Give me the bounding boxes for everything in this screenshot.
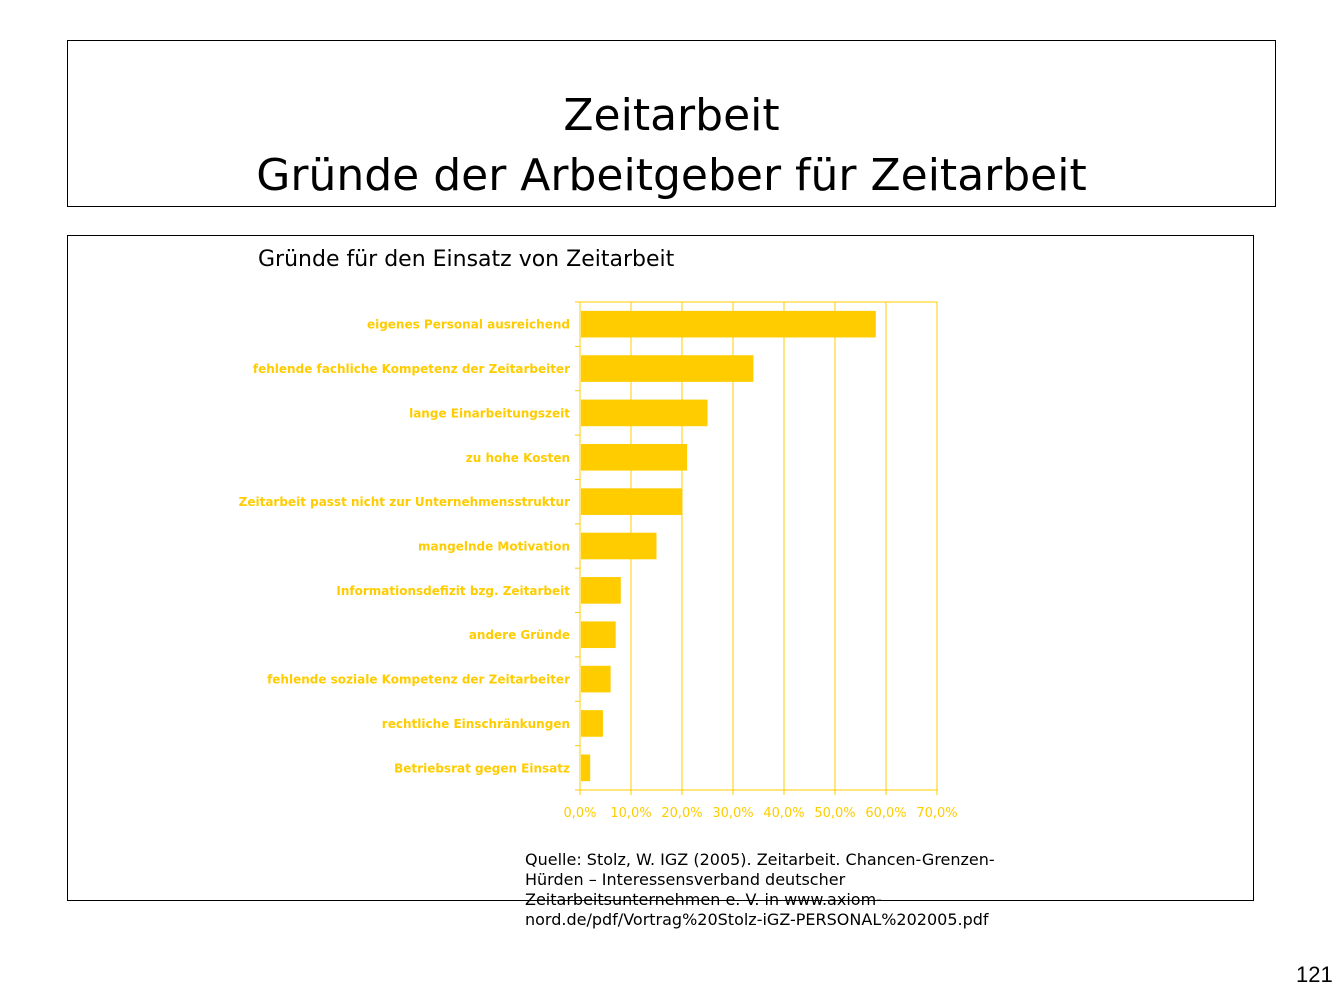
x-tick-label: 10,0% [610,806,651,821]
slide-title-line1: Zeitarbeit [563,90,780,141]
x-tick-label: 50,0% [814,806,855,821]
title-box: Zeitarbeit Gründe der Arbeitgeber für Ze… [67,40,1276,207]
x-tick-label: 70,0% [916,806,957,821]
x-tick-label: 40,0% [763,806,804,821]
category-label: Informationsdefizit bzg. Zeitarbeit [336,584,570,598]
category-label: fehlende soziale Kompetenz der Zeitarbei… [267,673,570,687]
slide-title-line2: Gründe der Arbeitgeber für Zeitarbeit [256,150,1087,201]
x-tick-label: 30,0% [712,806,753,821]
bar [581,399,708,427]
x-tick-label: 0,0% [563,806,596,821]
bar [581,355,754,382]
page-number: 121 [1296,962,1333,987]
category-label: fehlende fachliche Kompetenz der Zeitarb… [253,362,570,376]
bar [581,577,621,604]
x-tick-label: 20,0% [661,806,702,821]
x-tick-label: 60,0% [865,806,906,821]
bar [581,310,876,338]
content-box [67,235,1254,901]
bar [581,710,603,737]
bar [581,665,611,693]
category-label: lange Einarbeitungszeit [409,406,570,420]
category-label: mangelnde Motivation [418,540,570,554]
category-label: andere Gründe [469,628,570,642]
category-label: rechtliche Einschränkungen [382,717,570,731]
bar [581,443,688,471]
bar [581,754,591,782]
bar [581,621,616,649]
bar [581,488,682,515]
category-label: eigenes Personal ausreichend [367,318,570,332]
chart-title: Gründe für den Einsatz von Zeitarbeit [258,247,675,272]
source-text: Quelle: Stolz, W. IGZ (2005). Zeitarbeit… [525,850,995,929]
category-label: zu hohe Kosten [466,451,570,465]
category-label: Zeitarbeit passt nicht zur Unternehmenss… [239,495,570,509]
category-label: Betriebsrat gegen Einsatz [394,761,570,775]
bar [581,532,657,560]
